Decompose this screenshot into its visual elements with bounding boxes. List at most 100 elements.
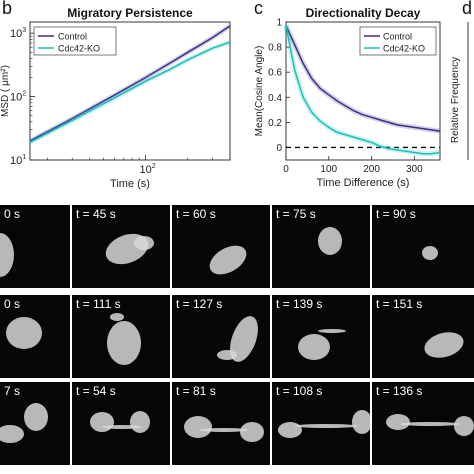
frame-time-label: t = 54 s [76, 384, 116, 398]
micrograph-frame: 0 s [0, 295, 70, 378]
time-lapse-image-gallery: 0 s t = 45 s t = 60 s t = 75 s t = 90 s 0 s t … [0, 200, 474, 474]
msd-chart-title: Migratory Persistence [67, 6, 193, 20]
cell-shape [184, 416, 212, 438]
msd-y-tick-label: 102 [10, 91, 26, 104]
decay-legend-box [359, 26, 437, 56]
cell-shape [318, 227, 342, 255]
msd-legend-label-0: Control [58, 32, 87, 42]
micrograph-frame: 0 s [0, 205, 70, 288]
image-row-1: 0 s t = 45 s t = 60 s t = 75 s t = 90 s [0, 205, 474, 288]
micrograph-frame: t = 81 s [172, 382, 270, 465]
panel-label-c: c [254, 0, 263, 18]
cell-shape [134, 236, 154, 250]
cell-image [105, 233, 154, 265]
frame-time-label: t = 75 s [276, 207, 316, 221]
decay-legend-label-1: Cdc42-KO [383, 44, 425, 54]
frame-time-label: t = 127 s [176, 297, 223, 311]
image-row-3: 7 s t = 54 s t = 81 s t = 108 s t = 136 s [0, 382, 474, 465]
micrograph-frame: t = 54 s [72, 382, 170, 465]
cell-image [217, 316, 258, 362]
cell-shape [318, 329, 346, 333]
plot-area: 102 101 102 103 Control Cdc42-KO Migratory Per… [0, 0, 474, 200]
decay-legend-label-0: Control [383, 32, 412, 42]
cell-shape [217, 350, 237, 360]
micrograph-frame: t = 45 s [72, 205, 170, 288]
micrograph-frame: t = 90 s [372, 205, 474, 288]
decay-y-axis-label: Mean(Cosine Angle) [254, 46, 265, 137]
frame-time-label: 0 s [4, 297, 21, 311]
micrograph-frame: t = 139 s [272, 295, 370, 378]
cell-shape [278, 422, 302, 438]
cell-shape [6, 317, 42, 349]
msd-legend-label-1: Cdc42-KO [58, 44, 100, 54]
decay-y-tick-label: 0.6 [268, 68, 282, 79]
cell-shape [230, 316, 258, 362]
cell-shape [102, 425, 142, 429]
cell-shape [352, 410, 370, 434]
msd-legend-box [33, 26, 117, 56]
decay-x-tick-label: 300 [406, 164, 423, 175]
cell-shape [454, 416, 474, 436]
frame-time-label: t = 139 s [276, 297, 323, 311]
msd-y-tick-label: 103 [10, 27, 26, 40]
cell-image [184, 416, 264, 442]
decay-x-axis-label: Time Difference (s) [317, 177, 410, 189]
decay-y-tick-label: 1 [276, 18, 282, 29]
frame-time-label: t = 90 s [376, 207, 416, 221]
frame-time-label: t = 60 s [176, 207, 216, 221]
micrograph-frame: 7 s [0, 382, 70, 465]
msd-series-line-0 [29, 25, 231, 142]
micrograph-frame: t = 108 s [272, 382, 370, 465]
micrograph-frame: t = 75 s [272, 205, 370, 288]
frame-time-label: 7 s [4, 384, 21, 398]
cell-shape [386, 414, 410, 430]
micrograph-frame: t = 151 s [372, 295, 474, 378]
cell-image [424, 332, 464, 358]
frame-time-label: t = 111 s [76, 297, 121, 311]
cell-shape [107, 321, 141, 365]
cell-shape [209, 245, 247, 275]
decay-x-tick-label: 0 [283, 164, 289, 175]
micrograph-frame: t = 111 s [72, 295, 170, 378]
decay-series-line-0 [285, 25, 441, 132]
cell-shape [240, 422, 264, 442]
cell-image [386, 414, 474, 436]
cell-shape [110, 313, 124, 321]
cell-image [318, 227, 342, 255]
cell-shape [0, 233, 14, 277]
decay-y-tick-label: 0.4 [268, 93, 282, 104]
msd-y-tick-label: 101 [10, 154, 26, 167]
cell-image [90, 411, 150, 433]
msd-y-axis-label: MSD ( μm²) [0, 65, 11, 117]
decay-chart-title: Directionality Decay [306, 6, 421, 20]
panel-label-d: d [462, 0, 473, 18]
cell-shape [200, 428, 248, 432]
frame-time-label: t = 108 s [276, 384, 323, 398]
frame-time-label: t = 81 s [176, 384, 216, 398]
frequency-y-axis-label: Relative Frequency [450, 57, 461, 143]
plots-canvas: 102 101 102 103 Control Cdc42-KO Migratory Per… [0, 6, 469, 190]
msd-x-tick-label: 102 [140, 163, 156, 176]
image-row-2: 0 s t = 111 s t = 127 s t = 139 s t = 151 s [0, 295, 474, 378]
cell-shape [422, 246, 438, 260]
cell-image [298, 329, 346, 360]
cell-image [6, 317, 42, 349]
msd-series-line-1 [29, 41, 231, 143]
decay-y-tick-label: 0.8 [268, 43, 282, 54]
decay-x-tick-label: 200 [363, 164, 380, 175]
cell-shape [0, 425, 24, 443]
cell-shape [24, 403, 48, 431]
frame-time-label: t = 136 s [376, 384, 423, 398]
cell-image [422, 246, 438, 260]
cell-shape [90, 412, 114, 432]
cell-image [278, 410, 370, 438]
panel-label-b: b [2, 0, 13, 18]
cell-shape [298, 334, 330, 360]
cell-image [0, 233, 14, 277]
msd-x-axis-label: Time (s) [110, 178, 150, 190]
cell-image [107, 313, 141, 365]
cell-shape [294, 424, 358, 428]
decay-y-tick-label: 0 [276, 143, 282, 154]
decay-x-tick-label: 100 [320, 164, 337, 175]
micrograph-frame: t = 127 s [172, 295, 270, 378]
